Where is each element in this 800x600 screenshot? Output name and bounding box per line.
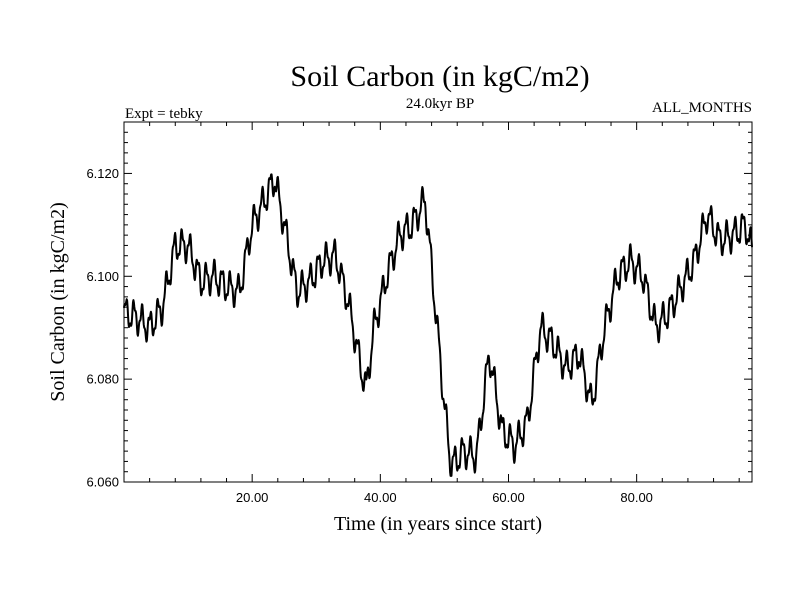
x-tick-label: 60.00 xyxy=(492,490,525,505)
plot-frame xyxy=(123,121,753,483)
experiment-label: Expt = tebky xyxy=(125,106,203,122)
soil-carbon-line xyxy=(123,173,753,477)
x-tick-label: 20.00 xyxy=(236,490,269,505)
chart-subtitle: 24.0kyr BP xyxy=(406,96,474,112)
y-tick-label: 6.100 xyxy=(86,269,119,284)
y-tick-label: 6.080 xyxy=(86,372,119,387)
x-axis: 20.00 40.00 60.00 80.00 xyxy=(123,122,740,505)
months-label: ALL_MONTHS xyxy=(652,100,752,116)
x-axis-label: Time (in years since start) xyxy=(334,513,542,535)
y-axis: 6.060 6.080 6.100 6.120 xyxy=(86,121,752,490)
y-axis-label: Soil Carbon (in kgC/m2) xyxy=(47,202,69,401)
x-tick-label: 40.00 xyxy=(364,490,397,505)
x-tick-label: 80.00 xyxy=(620,490,653,505)
chart-title: Soil Carbon (in kgC/m2) xyxy=(290,60,589,93)
y-tick-label: 6.060 xyxy=(86,475,119,490)
plot-area xyxy=(123,173,753,477)
y-tick-label: 6.120 xyxy=(86,166,119,181)
